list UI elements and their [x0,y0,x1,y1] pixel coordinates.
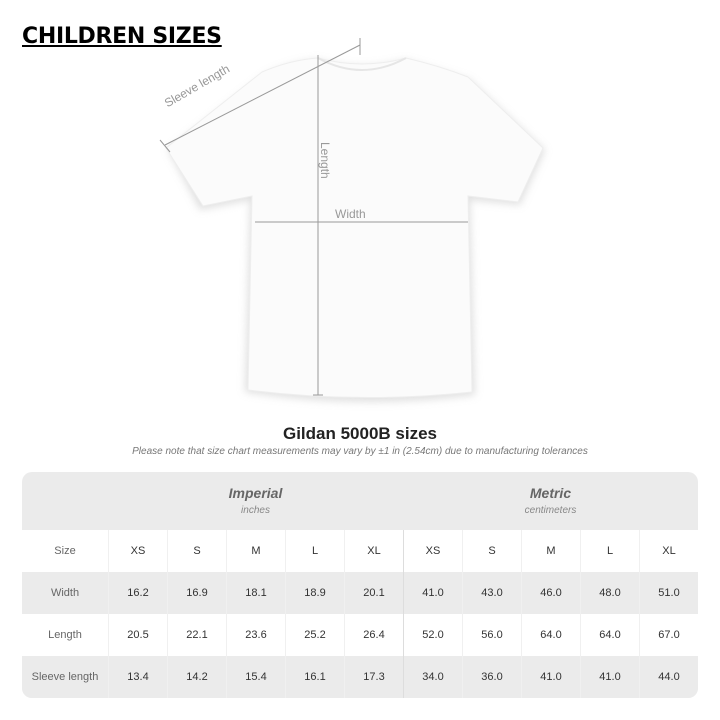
table-cell: 36.0 [462,656,521,698]
size-chart-heading: Gildan 5000B sizes [282,424,438,443]
table-row: Width 16.2 16.9 18.1 18.9 20.1 41.0 43.0 46.0 48.… [22,572,698,614]
table-cell: L [580,530,639,572]
table-row: Sleeve length 13.4 14.2 15.4 16.1 17.3 34.0 36.… [22,656,698,698]
row-label: Length [48,629,82,641]
table-cell: L [285,530,344,572]
table-cell: 18.1 [226,572,285,614]
table-cell: 41.0 [403,572,462,614]
table-cell: 64.0 [580,614,639,656]
page-title: CHILDREN SIZES [22,24,222,49]
size-table: Imperial inches Metric centimeters Size X… [22,472,698,698]
length-label: Length [318,142,332,179]
table-cell: M [226,530,285,572]
table-cell: 16.1 [285,656,344,698]
table-cell: 48.0 [580,572,639,614]
table-cell: M [521,530,580,572]
table-cell: 67.0 [639,614,698,656]
table-cell: 20.1 [344,572,403,614]
table-cell: 41.0 [521,656,580,698]
table-cell: 52.0 [403,614,462,656]
width-label: Width [335,207,366,221]
table-row: Length 20.5 22.1 23.6 25.2 26.4 52.0 56.0 64.0 64… [22,614,698,656]
imperial-header: Imperial inches [228,485,283,516]
table-cell: 64.0 [521,614,580,656]
table-cell: 14.2 [167,656,226,698]
table-cell: 46.0 [521,572,580,614]
table-cell: 26.4 [344,614,403,656]
table-cell: 23.6 [226,614,285,656]
table-row: Size XS S M L XL XS S M L XL [22,530,698,572]
table-cell: 34.0 [403,656,462,698]
table-cell: 25.2 [285,614,344,656]
table-cell: 44.0 [639,656,698,698]
table-cell: 56.0 [462,614,521,656]
table-cell: 41.0 [580,656,639,698]
metric-header: Metric centimeters [524,485,577,516]
table-cell: XS [403,530,462,572]
table-cell: 43.0 [462,572,521,614]
table-cell: 20.5 [108,614,167,656]
row-label: Size [54,545,76,557]
table-cell: 16.2 [108,572,167,614]
table-cell: XS [108,530,167,572]
row-label: Sleeve length [31,671,99,683]
tolerance-note: Please note that size chart measurements… [132,446,588,457]
table-cell: 18.9 [285,572,344,614]
tshirt-diagram [159,38,545,402]
table-cell: XL [344,530,403,572]
table-cell: 16.9 [167,572,226,614]
measurement-lines [159,38,468,396]
table-cell: 51.0 [639,572,698,614]
table-cell: 15.4 [226,656,285,698]
row-label: Width [50,587,80,599]
table-cell: XL [639,530,698,572]
table-cell: S [167,530,226,572]
table-cell: 17.3 [344,656,403,698]
table-cell: S [462,530,521,572]
table-cell: 22.1 [167,614,226,656]
table-cell: 13.4 [108,656,167,698]
